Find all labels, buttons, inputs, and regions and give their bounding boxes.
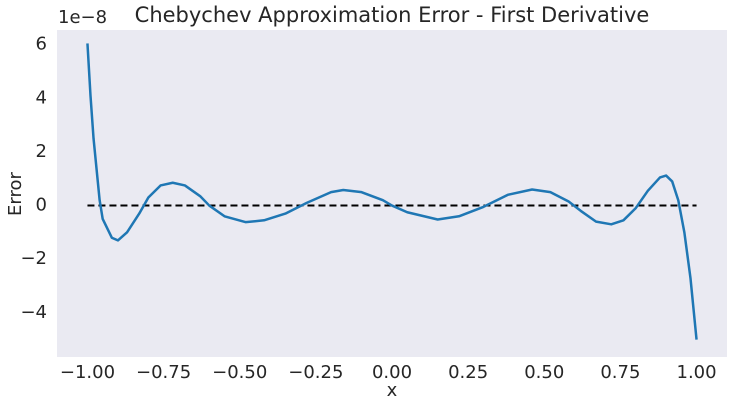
plot-area <box>57 30 727 357</box>
x-tick-label: 0.50 <box>524 362 564 383</box>
x-tick-label: 0.75 <box>600 362 640 383</box>
x-tick-label: −0.50 <box>212 362 267 383</box>
x-tick-label: −0.25 <box>288 362 343 383</box>
x-tick-label: 1.00 <box>677 362 717 383</box>
x-tick-label: 0.00 <box>372 362 412 383</box>
chart-title: Chebychev Approximation Error - First De… <box>135 3 650 27</box>
x-tick-label: 0.25 <box>448 362 488 383</box>
x-tick-label: −0.75 <box>136 362 191 383</box>
x-tick-label: −1.00 <box>60 362 115 383</box>
y-tick-label: 6 <box>36 34 47 55</box>
y-tick-label: 2 <box>36 141 47 162</box>
offset-label: 1e−8 <box>58 7 107 28</box>
y-axis-label: Error <box>5 171 26 215</box>
y-tick-label: 4 <box>36 87 47 108</box>
x-axis-label: x <box>387 380 398 401</box>
y-tick-label: 0 <box>36 195 47 216</box>
y-tick-label: −4 <box>20 302 47 323</box>
data-line <box>86 43 698 340</box>
y-tick-label: −2 <box>20 248 47 269</box>
